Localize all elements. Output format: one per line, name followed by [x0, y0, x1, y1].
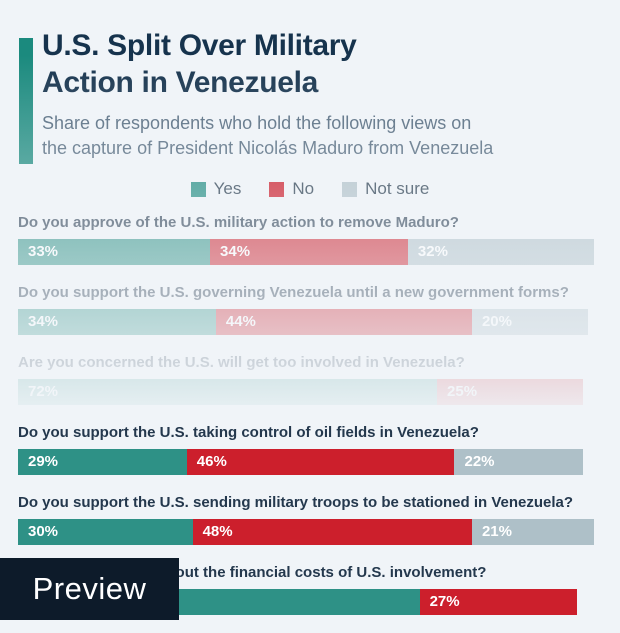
legend-swatch-icon [190, 181, 206, 197]
bar-segment-no: 25% [437, 379, 583, 405]
bar-segment-not-sure: 20% [471, 309, 589, 335]
legend-swatch-icon [269, 181, 285, 197]
bar-segment-yes: 29% [18, 449, 187, 475]
stacked-bar: 33% 34% 32% [18, 239, 600, 265]
bar-segment-no: 27% [419, 589, 577, 615]
question-row: Do you support the U.S. sending military… [0, 493, 620, 563]
stacked-bar: 29% 46% 22% [18, 449, 600, 475]
bar-segment-not-sure: 32% [407, 239, 595, 265]
bar-segment-yes: 33% [18, 239, 211, 265]
legend-label: Yes [213, 179, 242, 198]
bar-segment-value: 34% [28, 313, 59, 330]
bar-segment-no: 46% [186, 449, 455, 475]
title-accent-bar [19, 38, 33, 164]
legend-swatch-icon [342, 181, 358, 197]
bar-segment-value: 22% [464, 453, 495, 470]
question-row: Are you concerned the U.S. will get too … [0, 353, 620, 423]
bar-segment-yes: 34% [18, 309, 216, 335]
stacked-bar: 72% 25% [18, 379, 600, 405]
page-subtitle-line-1: Share of respondents who hold the follow… [42, 113, 472, 133]
bar-segment-value: 33% [28, 243, 59, 260]
bar-segment-value: 20% [481, 313, 512, 330]
bar-segment-yes: 72% [18, 379, 438, 405]
question-text: Do you support the U.S. taking control o… [18, 424, 479, 441]
bar-segment-value: 34% [220, 243, 251, 260]
page-subtitle-line-2: the capture of President Nicolás Maduro … [42, 138, 494, 158]
question-text: Do you approve of the U.S. military acti… [18, 214, 459, 231]
question-row: Do you support the U.S. governing Venezu… [0, 283, 620, 353]
stacked-bar: 30% 48% 21% [18, 519, 600, 545]
bar-segment-no: 34% [210, 239, 408, 265]
bar-segment-yes: 30% [18, 519, 193, 545]
legend-item-not-sure: Not sure [342, 179, 429, 199]
legend-label: No [292, 179, 315, 198]
question-text: Are you concerned the U.S. will get too … [18, 354, 465, 371]
preview-watermark: Preview [0, 558, 179, 620]
page-title-line-1: U.S. Split Over Military [42, 29, 357, 62]
chart-legend: Yes No Not sure [0, 179, 620, 199]
bar-segment-not-sure: 21% [471, 519, 595, 545]
legend-item-yes: Yes [190, 179, 242, 199]
bar-segment-no: 44% [215, 309, 472, 335]
bar-segment-value: 44% [225, 313, 256, 330]
question-row: Do you support the U.S. taking control o… [0, 423, 620, 493]
bar-segment-value: 21% [481, 523, 512, 540]
legend-label: Not sure [365, 179, 430, 198]
stacked-bar: 34% 44% 20% [18, 309, 600, 335]
bar-segment-value: 25% [447, 383, 478, 400]
bar-segment-value: 32% [417, 243, 448, 260]
question-text: Do you support the U.S. governing Venezu… [18, 284, 569, 301]
bar-segment-no: 48% [192, 519, 472, 545]
bar-segment-value: 29% [28, 453, 59, 470]
bar-segment-value: 46% [196, 453, 227, 470]
bar-segment-value: 27% [429, 593, 460, 610]
preview-watermark-label: Preview [32, 571, 147, 606]
legend-item-no: No [269, 179, 314, 199]
bar-segment-value: 48% [202, 523, 233, 540]
bar-segment-not-sure: 22% [454, 449, 583, 475]
question-row: Do you approve of the U.S. military acti… [0, 213, 620, 283]
bar-segment-value: 30% [28, 523, 59, 540]
page-title: U.S. Split Over Military Action in Venez… [42, 27, 357, 101]
page-subtitle: Share of respondents who hold the follow… [42, 111, 493, 161]
question-text: Do you support the U.S. sending military… [18, 494, 574, 511]
page-title-line-2: Action in Venezuela [42, 66, 319, 99]
bar-segment-value: 72% [28, 383, 59, 400]
